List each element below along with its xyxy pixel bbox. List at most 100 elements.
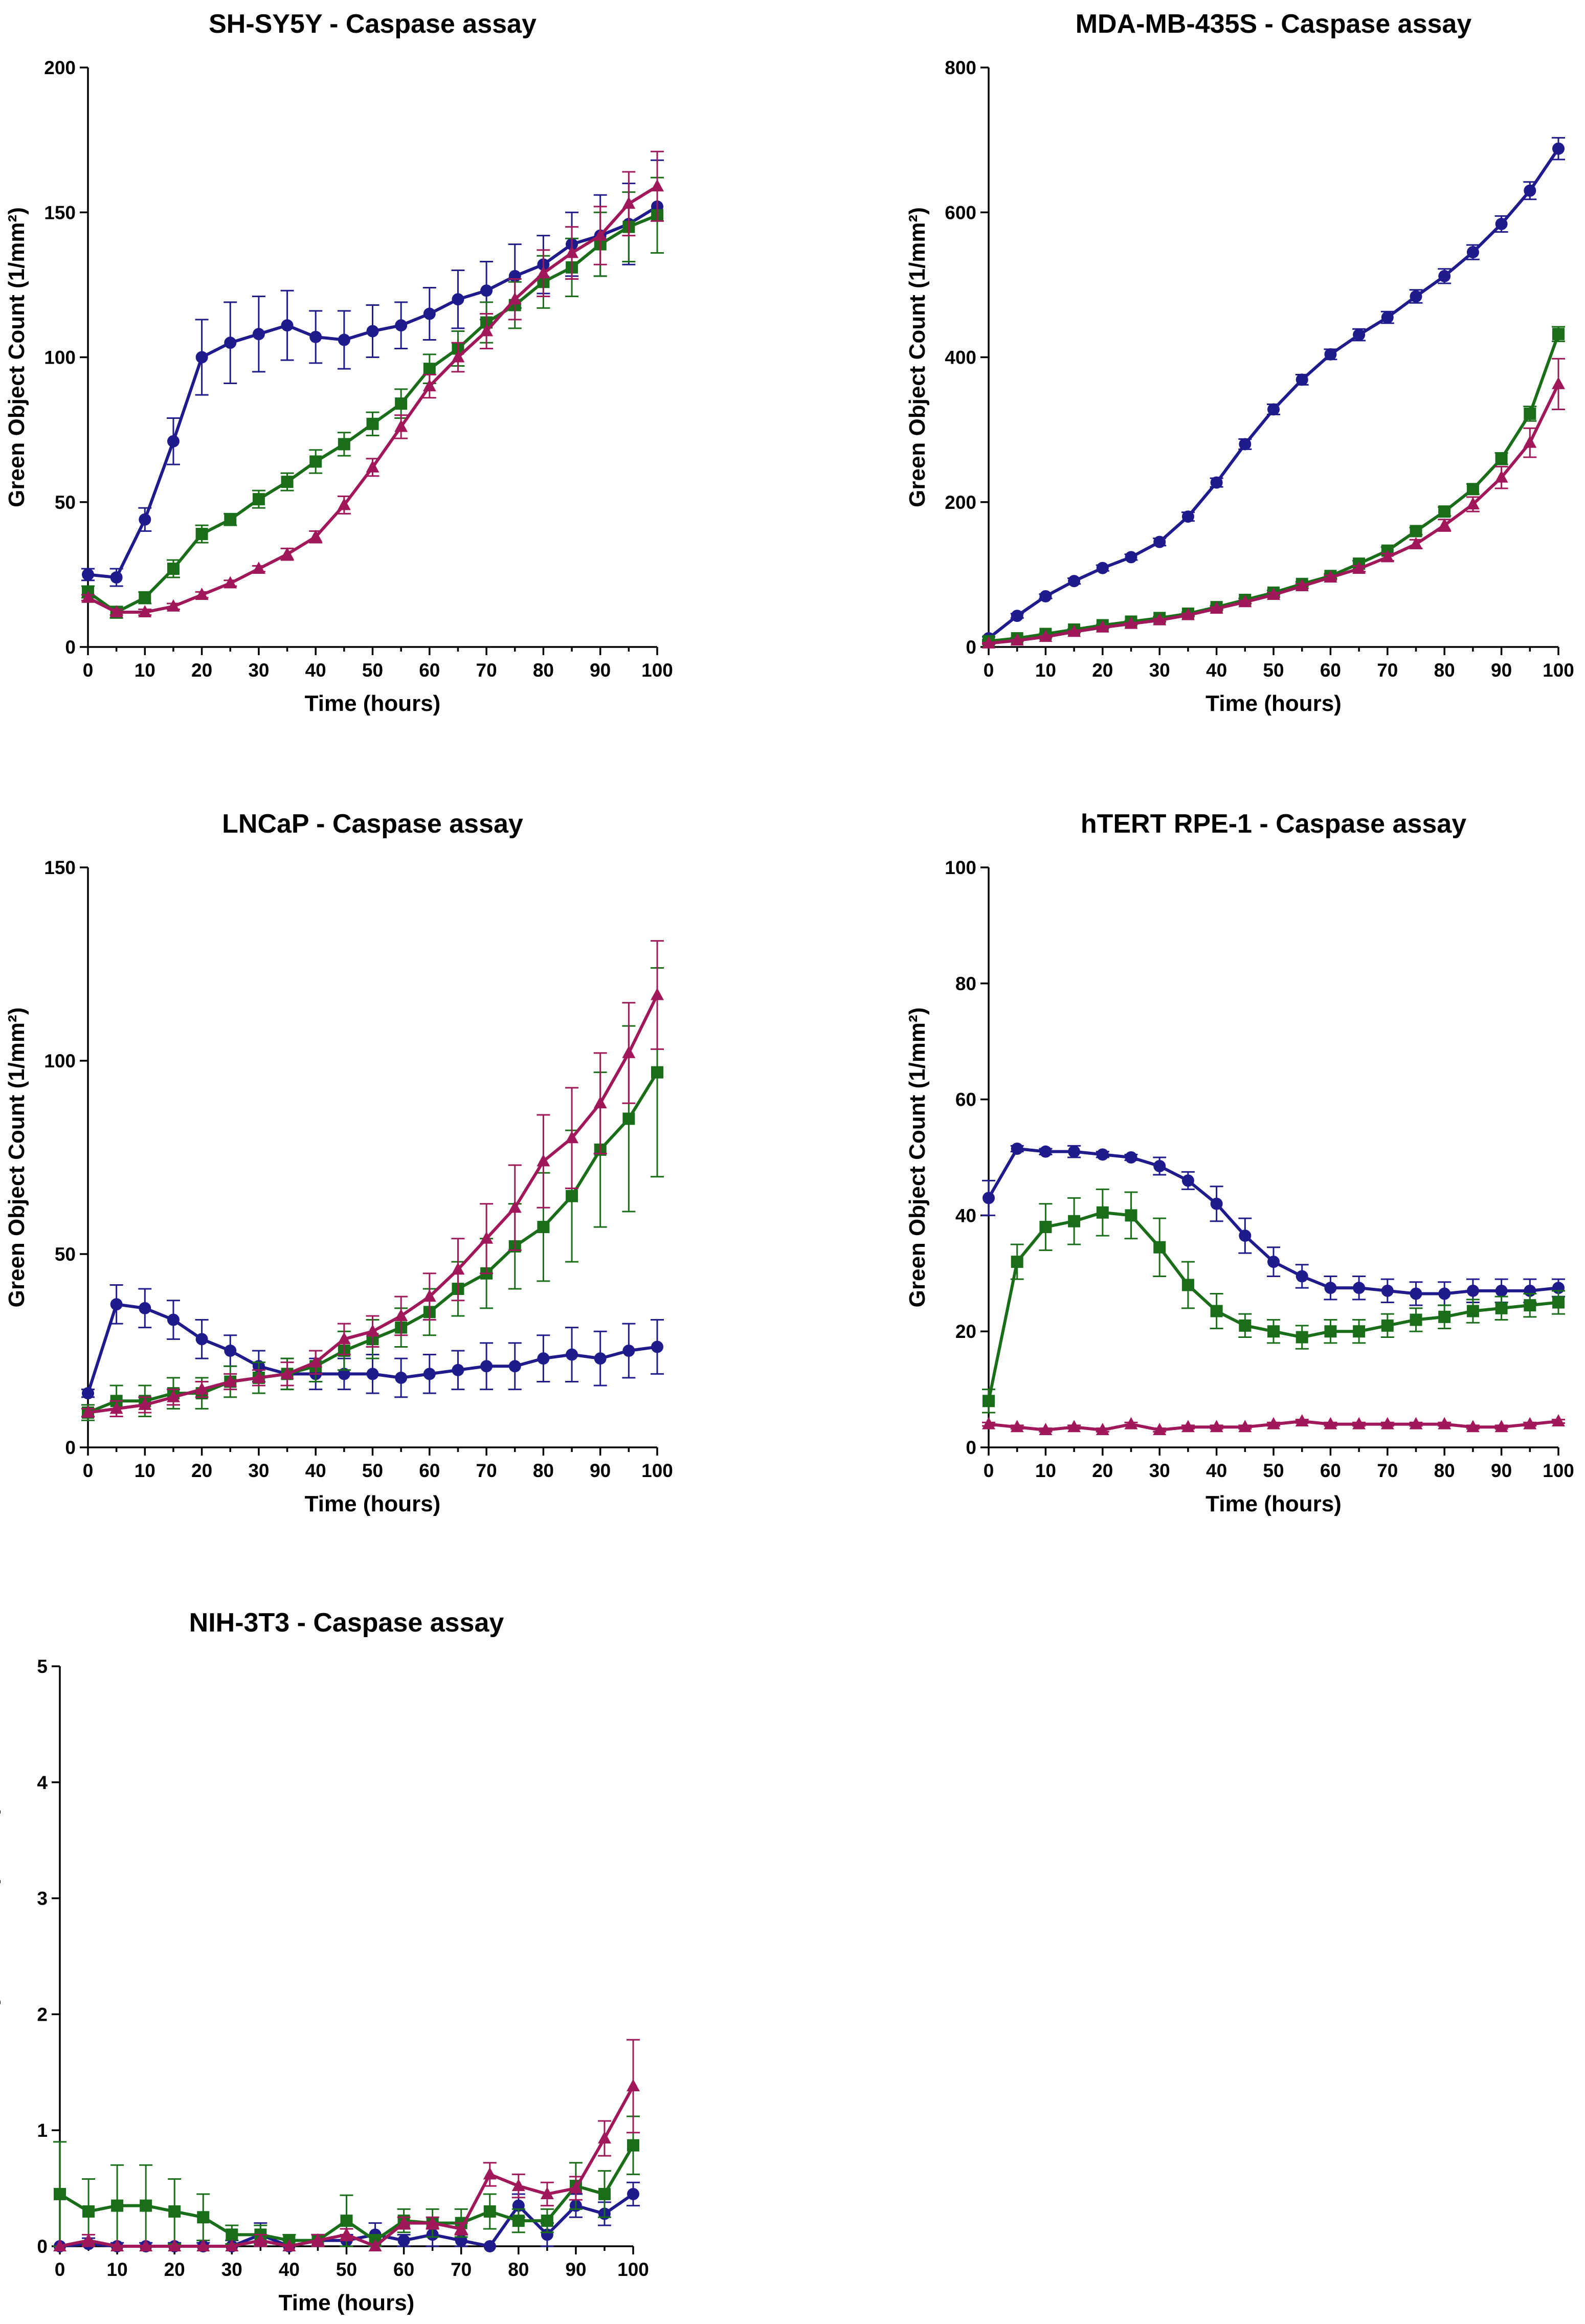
data-point [394,1308,408,1321]
series-green [982,1188,1565,1414]
y-tick-label: 0 [37,2236,48,2257]
data-point [1324,1325,1337,1338]
data-point [1267,1417,1280,1429]
y-tick-label: 100 [44,347,76,368]
data-point [1410,290,1422,303]
y-tick-label: 50 [55,492,76,513]
data-point [139,2239,153,2251]
x-tick-label: 0 [55,2259,65,2280]
data-point [594,1352,607,1365]
data-point [311,2233,325,2246]
data-point [168,2239,182,2251]
data-point [454,2221,468,2234]
data-point [423,1368,436,1380]
data-point [1552,328,1565,341]
data-point [651,1066,663,1079]
chart-4: hTERT RPE-1 - Caspase assay 0 20 40 60 80 100 0… [905,809,1574,1516]
data-point [197,2211,210,2224]
x-tick-label: 50 [362,1460,383,1481]
data-point [1181,1420,1195,1433]
x-tick-label: 100 [617,2259,649,2280]
data-point [1068,1145,1081,1158]
data-point [1410,525,1422,538]
data-point [82,2233,96,2246]
series-magenta [53,2039,640,2251]
x-tick-label: 100 [641,1460,673,1481]
data-point [1409,537,1423,549]
y-axis-label: Green Object Count (1/mm²) [0,1806,1,2107]
data-point [1295,579,1309,592]
data-point [1523,1417,1537,1429]
data-point [110,2239,124,2251]
data-point [81,590,95,603]
data-point [82,2205,95,2218]
data-point [1495,217,1508,230]
data-point [1153,613,1167,625]
data-point [1153,1160,1166,1173]
data-point [569,2181,583,2194]
x-axis-label: Time (hours) [1206,1491,1342,1516]
data-point [1153,535,1166,548]
data-point [422,1289,436,1302]
series-magenta [81,150,664,618]
data-point [224,576,237,589]
data-point [622,1112,635,1125]
data-point [337,498,351,510]
data-point [1381,1319,1394,1332]
data-point [541,2215,553,2227]
chart-3: LNCaP - Caspase assay 0 50 100 150 0 10 20 30 40 5… [4,809,673,1516]
data-point [138,605,152,618]
data-point [1181,608,1195,620]
data-point [537,1221,550,1234]
data-point [593,228,607,241]
data-point [512,2215,525,2227]
y-tick-label: 5 [37,1656,48,1677]
x-tick-label: 40 [305,660,326,681]
data-point [1125,1209,1137,1222]
data-point [195,351,208,364]
series-magenta [982,1414,1565,1435]
data-point [1296,1270,1308,1283]
x-tick-label: 70 [476,660,497,681]
data-point [651,1340,663,1353]
data-point [1238,1420,1252,1433]
x-tick-label: 50 [362,660,383,681]
y-tick-label: 60 [955,1089,976,1110]
x-tick-label: 80 [533,1460,554,1481]
data-point [982,1417,995,1429]
data-point [1409,1417,1423,1429]
x-tick-label: 0 [83,660,94,681]
data-point [480,1360,493,1373]
data-point [395,397,408,410]
data-point [54,2187,66,2200]
x-tick-label: 100 [1543,1460,1574,1481]
chart-title: SH-SY5Y - Caspase assay [209,9,537,39]
data-point [1239,438,1252,451]
y-tick-label: 4 [37,1772,48,1793]
data-point [195,528,208,541]
x-tick-label: 90 [590,1460,611,1481]
data-point [1495,1284,1508,1297]
data-point [366,1368,379,1380]
data-point [1438,505,1451,518]
data-point [368,2239,382,2251]
data-point [622,1045,636,1058]
y-tick-label: 0 [966,637,976,658]
data-point [138,1397,152,1410]
x-axis-label: Time (hours) [1206,691,1342,716]
data-point [1124,616,1138,629]
data-point [1381,311,1394,324]
data-point [1239,1319,1252,1332]
data-point [225,2239,239,2251]
data-point [1353,328,1366,341]
data-point [366,460,379,473]
x-tick-label: 60 [393,2259,414,2280]
x-axis-label: Time (hours) [305,1491,441,1516]
y-tick-label: 800 [945,57,976,78]
y-tick-label: 150 [44,857,76,878]
data-point [423,363,436,375]
data-point [167,1313,180,1326]
data-point [1296,373,1308,386]
data-point [338,1368,350,1380]
